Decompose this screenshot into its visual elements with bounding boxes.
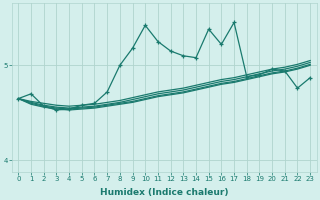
X-axis label: Humidex (Indice chaleur): Humidex (Indice chaleur) (100, 188, 228, 197)
